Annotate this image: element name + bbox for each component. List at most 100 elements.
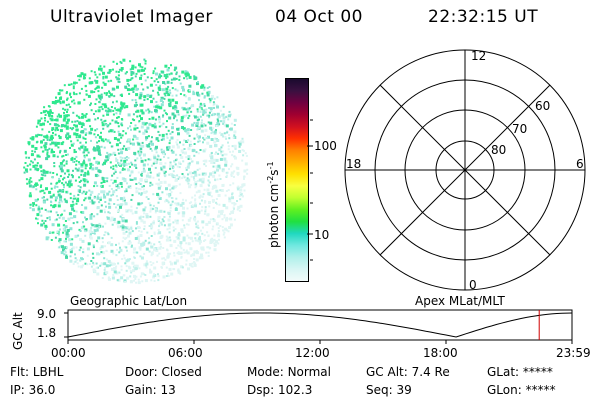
uvi-pixel: [54, 129, 57, 132]
uvi-pixel: [203, 103, 206, 105]
uvi-pixel: [179, 192, 182, 195]
uvi-pixel: [170, 191, 173, 194]
uvi-pixel: [155, 78, 158, 81]
uvi-pixel: [39, 164, 43, 168]
uvi-pixel: [131, 212, 134, 215]
uvi-pixel: [229, 127, 233, 131]
uvi-pixel: [161, 115, 164, 118]
uvi-pixel: [229, 212, 232, 215]
uvi-pixel: [143, 225, 146, 228]
uvi-pixel: [236, 200, 238, 202]
uvi-pixel: [115, 76, 118, 79]
uvi-pixel: [162, 81, 165, 84]
uvi-pixel: [69, 242, 73, 246]
uvi-pixel: [96, 141, 99, 144]
uvi-pixel: [157, 81, 160, 83]
uvi-pixel: [134, 237, 138, 240]
uvi-pixel: [55, 211, 58, 214]
uvi-pixel: [146, 126, 150, 130]
uvi-pixel: [132, 113, 135, 116]
uvi-pixel: [84, 206, 88, 210]
uvi-pixel: [43, 144, 46, 147]
uvi-pixel: [86, 172, 90, 176]
uvi-pixel: [123, 199, 126, 202]
uvi-pixel: [224, 163, 228, 167]
uvi-pixel: [145, 247, 149, 251]
uvi-pixel: [71, 176, 74, 179]
uvi-pixel: [58, 246, 61, 249]
uvi-pixel: [163, 180, 167, 184]
uvi-pixel: [118, 203, 121, 206]
uvi-pixel: [34, 198, 38, 202]
uvi-pixel: [108, 130, 111, 133]
uvi-pixel: [122, 217, 125, 220]
uvi-pixel: [215, 189, 219, 193]
uvi-pixel: [184, 95, 187, 98]
uvi-pixel: [123, 196, 126, 199]
uvi-pixel: [149, 141, 153, 145]
uvi-pixel: [222, 233, 225, 236]
uvi-pixel: [59, 89, 62, 92]
uvi-pixel: [64, 225, 68, 229]
uvi-pixel: [62, 107, 65, 110]
uvi-pixel: [42, 174, 45, 177]
uvi-pixel: [230, 165, 233, 168]
uvi-pixel: [123, 257, 126, 260]
uvi-pixel: [28, 143, 31, 146]
uvi-pixel: [34, 164, 37, 167]
uvi-pixel: [139, 226, 141, 229]
uvi-pixel: [43, 222, 45, 225]
uvi-pixel: [108, 190, 111, 193]
uvi-pixel: [187, 173, 189, 176]
uvi-pixel: [67, 103, 70, 106]
uvi-pixel: [114, 170, 117, 173]
uvi-pixel: [144, 239, 147, 242]
uvi-pixel: [153, 80, 156, 83]
uvi-pixel: [226, 131, 229, 134]
uvi-pixel: [167, 218, 171, 222]
uvi-pixel: [165, 135, 168, 138]
uvi-pixel: [171, 145, 175, 149]
uvi-pixel: [160, 124, 163, 127]
uvi-pixel: [140, 159, 144, 163]
uvi-pixel: [53, 186, 56, 189]
uvi-pixel: [202, 113, 205, 116]
uvi-pixel: [149, 158, 152, 161]
uvi-pixel: [90, 139, 92, 142]
uvi-pixel: [75, 81, 78, 84]
uvi-pixel: [135, 87, 139, 91]
uvi-pixel: [195, 258, 199, 262]
uvi-pixel: [98, 97, 101, 99]
uvi-pixel: [140, 272, 144, 276]
uvi-pixel: [128, 228, 131, 231]
uvi-pixel: [84, 197, 87, 200]
uvi-pixel: [99, 95, 103, 99]
uvi-pixel: [115, 183, 117, 186]
uvi-pixel: [98, 73, 101, 76]
uvi-pixel: [217, 194, 221, 197]
uvi-pixel: [140, 117, 143, 121]
uvi-pixel: [160, 221, 163, 224]
uvi-pixel: [149, 207, 153, 211]
uvi-pixel: [168, 89, 171, 92]
uvi-pixel: [127, 226, 130, 229]
uvi-pixel: [233, 207, 235, 210]
uvi-pixel: [226, 174, 228, 177]
uvi-pixel: [229, 150, 232, 153]
uvi-pixel: [110, 194, 113, 197]
uvi-pixel: [59, 101, 62, 103]
uvi-pixel: [85, 196, 88, 199]
uvi-pixel: [119, 171, 122, 174]
uvi-pixel: [37, 122, 40, 125]
uvi-pixel: [130, 245, 133, 248]
uvi-pixel: [121, 240, 124, 243]
uvi-pixel: [30, 203, 33, 206]
uvi-pixel: [190, 105, 193, 108]
uvi-pixel: [127, 186, 130, 189]
uvi-pixel: [81, 211, 85, 214]
uvi-pixel: [71, 246, 75, 250]
uvi-pixel: [25, 178, 28, 181]
uvi-pixel: [96, 145, 100, 149]
uvi-pixel: [161, 137, 165, 141]
dsp-status: Dsp: 102.3: [247, 383, 313, 397]
